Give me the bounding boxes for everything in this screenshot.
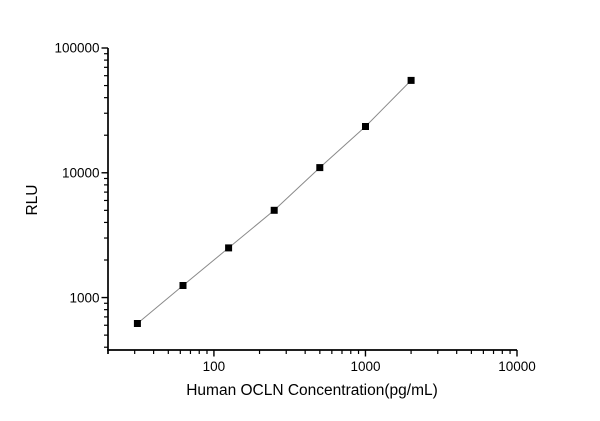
data-point — [270, 206, 278, 214]
y-tick-label: 1000 — [69, 290, 99, 305]
y-axis-title: RLU — [24, 184, 41, 216]
series-line — [137, 80, 412, 324]
x-tick-label: 1000 — [350, 359, 380, 374]
data-point — [225, 244, 233, 252]
x-tick-label: 10000 — [498, 359, 536, 374]
x-axis-ticks — [134, 350, 518, 357]
x-tick-label: 100 — [203, 359, 226, 374]
data-point — [407, 76, 415, 84]
y-axis-ticks — [101, 47, 108, 348]
data-point — [362, 123, 369, 130]
y-tick-label: 100000 — [54, 41, 99, 56]
data-point — [179, 282, 187, 289]
data-point — [133, 320, 141, 327]
x-axis-title: Human OCLN Concentration(pg/mL) — [186, 382, 438, 399]
y-tick-label: 10000 — [62, 166, 100, 181]
data-point — [316, 164, 324, 172]
